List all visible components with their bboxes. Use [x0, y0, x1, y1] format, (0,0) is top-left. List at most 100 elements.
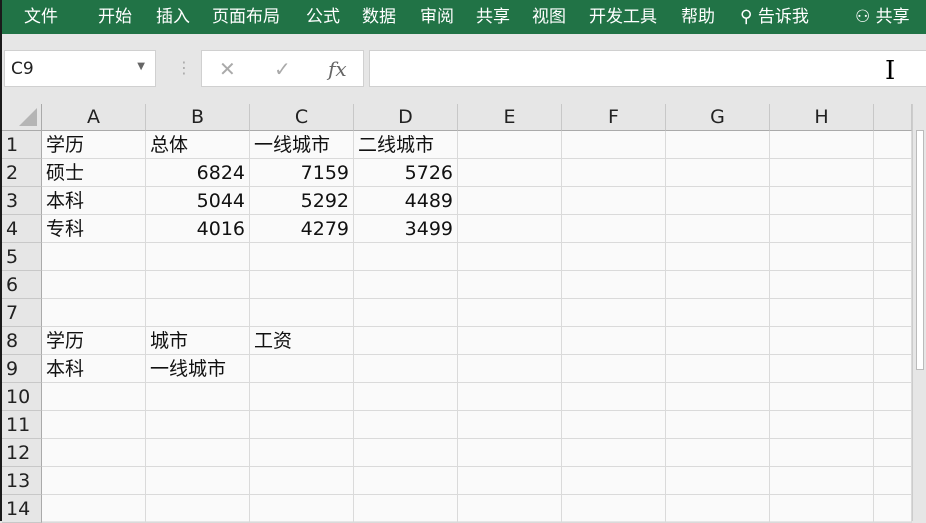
row-header-11[interactable]: 11: [2, 411, 42, 439]
column-header-C[interactable]: C: [250, 104, 354, 131]
tab-0[interactable]: 文件: [24, 7, 58, 27]
cell-G13[interactable]: [666, 467, 770, 495]
cell-F7[interactable]: [562, 299, 666, 327]
cell-E4[interactable]: [458, 215, 562, 243]
cell-G14[interactable]: [666, 495, 770, 523]
row-header-7[interactable]: 7: [2, 299, 42, 327]
cell-B13[interactable]: [146, 467, 250, 495]
cell-A7[interactable]: [42, 299, 146, 327]
tab-9[interactable]: 开发工具: [589, 7, 657, 27]
cell-G8[interactable]: [666, 327, 770, 355]
cell-E2[interactable]: [458, 159, 562, 187]
cell-I10[interactable]: [874, 383, 912, 411]
cell-H10[interactable]: [770, 383, 874, 411]
cell-E8[interactable]: [458, 327, 562, 355]
row-header-3[interactable]: 3: [2, 187, 42, 215]
row-header-13[interactable]: 13: [2, 467, 42, 495]
insert-function-icon[interactable]: fx: [328, 57, 347, 81]
cell-B7[interactable]: [146, 299, 250, 327]
cell-I12[interactable]: [874, 439, 912, 467]
row-header-6[interactable]: 6: [2, 271, 42, 299]
share-button[interactable]: ⚇ 共享: [855, 2, 910, 27]
tab-5[interactable]: 数据: [362, 7, 396, 27]
cell-D10[interactable]: [354, 383, 458, 411]
cell-F11[interactable]: [562, 411, 666, 439]
cell-F4[interactable]: [562, 215, 666, 243]
cell-E9[interactable]: [458, 355, 562, 383]
cell-D9[interactable]: [354, 355, 458, 383]
cell-G10[interactable]: [666, 383, 770, 411]
cell-H11[interactable]: [770, 411, 874, 439]
cell-C3[interactable]: 5292: [250, 187, 354, 215]
cell-I14[interactable]: [874, 495, 912, 523]
cell-F2[interactable]: [562, 159, 666, 187]
cell-D3[interactable]: 4489: [354, 187, 458, 215]
cell-C7[interactable]: [250, 299, 354, 327]
cell-C14[interactable]: [250, 495, 354, 523]
cell-H9[interactable]: [770, 355, 874, 383]
chevron-down-icon[interactable]: ▼: [137, 61, 145, 72]
row-header-2[interactable]: 2: [2, 159, 42, 187]
row-header-9[interactable]: 9: [2, 355, 42, 383]
cell-E5[interactable]: [458, 243, 562, 271]
cell-D14[interactable]: [354, 495, 458, 523]
cell-H2[interactable]: [770, 159, 874, 187]
cell-F9[interactable]: [562, 355, 666, 383]
cell-D8[interactable]: [354, 327, 458, 355]
cell-G7[interactable]: [666, 299, 770, 327]
tell-me-button[interactable]: ⚲ 告诉我: [740, 2, 809, 27]
cell-G5[interactable]: [666, 243, 770, 271]
cell-B14[interactable]: [146, 495, 250, 523]
column-header-A[interactable]: A: [42, 104, 146, 131]
cell-G1[interactable]: [666, 131, 770, 159]
cell-E1[interactable]: [458, 131, 562, 159]
cell-B8[interactable]: 城市: [146, 327, 250, 355]
cell-I8[interactable]: [874, 327, 912, 355]
cell-D11[interactable]: [354, 411, 458, 439]
cell-B4[interactable]: 4016: [146, 215, 250, 243]
cancel-icon[interactable]: ✕: [219, 57, 236, 81]
cell-A3[interactable]: 本科: [42, 187, 146, 215]
column-header-F[interactable]: F: [562, 104, 666, 131]
cell-I5[interactable]: [874, 243, 912, 271]
cell-I4[interactable]: [874, 215, 912, 243]
cell-B3[interactable]: 5044: [146, 187, 250, 215]
cell-C1[interactable]: 一线城市: [250, 131, 354, 159]
cell-A6[interactable]: [42, 271, 146, 299]
select-all-button[interactable]: [2, 104, 42, 131]
cell-G12[interactable]: [666, 439, 770, 467]
cell-C2[interactable]: 7159: [250, 159, 354, 187]
row-header-12[interactable]: 12: [2, 439, 42, 467]
cell-F10[interactable]: [562, 383, 666, 411]
scrollbar-thumb[interactable]: [916, 130, 924, 370]
cell-D13[interactable]: [354, 467, 458, 495]
cell-A12[interactable]: [42, 439, 146, 467]
cell-C13[interactable]: [250, 467, 354, 495]
cell-F12[interactable]: [562, 439, 666, 467]
cell-A9[interactable]: 本科: [42, 355, 146, 383]
cell-B2[interactable]: 6824: [146, 159, 250, 187]
cell-E3[interactable]: [458, 187, 562, 215]
cell-I2[interactable]: [874, 159, 912, 187]
cell-B12[interactable]: [146, 439, 250, 467]
tab-6[interactable]: 审阅: [420, 7, 454, 27]
cell-E10[interactable]: [458, 383, 562, 411]
cell-C10[interactable]: [250, 383, 354, 411]
tab-8[interactable]: 视图: [532, 7, 566, 27]
column-header-E[interactable]: E: [458, 104, 562, 131]
row-header-8[interactable]: 8: [2, 327, 42, 355]
cell-H5[interactable]: [770, 243, 874, 271]
cell-G3[interactable]: [666, 187, 770, 215]
cell-H3[interactable]: [770, 187, 874, 215]
row-header-10[interactable]: 10: [2, 383, 42, 411]
cell-A14[interactable]: [42, 495, 146, 523]
cell-C8[interactable]: 工资: [250, 327, 354, 355]
row-header-4[interactable]: 4: [2, 215, 42, 243]
cell-E14[interactable]: [458, 495, 562, 523]
tab-2[interactable]: 插入: [156, 7, 190, 27]
cell-C12[interactable]: [250, 439, 354, 467]
cell-E13[interactable]: [458, 467, 562, 495]
cell-C4[interactable]: 4279: [250, 215, 354, 243]
cell-G2[interactable]: [666, 159, 770, 187]
cell-D2[interactable]: 5726: [354, 159, 458, 187]
